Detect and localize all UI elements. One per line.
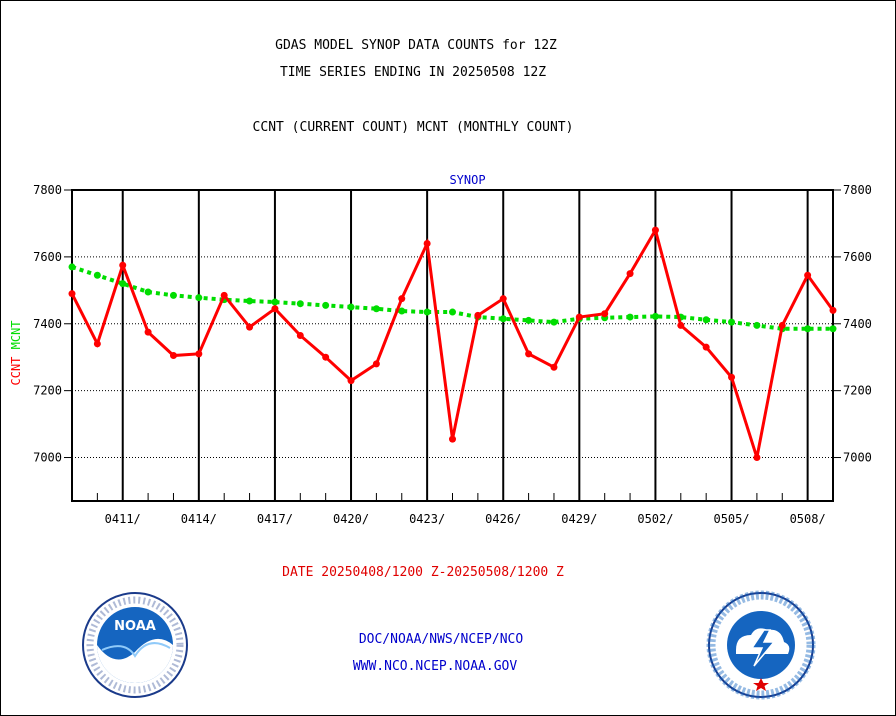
data-point-ccnt [68, 290, 76, 298]
y-tick-label-right: 7200 [843, 384, 872, 398]
data-point-ccnt [728, 373, 736, 381]
data-point-ccnt [195, 350, 203, 358]
data-point-ccnt [702, 343, 710, 351]
data-point-ccnt [804, 271, 812, 279]
footer-org: DOC/NOAA/NWS/NCEP/NCO [358, 632, 524, 647]
chart-subtitle: CCNT (CURRENT COUNT) MCNT (MONTHLY COUNT… [252, 120, 574, 135]
data-point-ccnt [550, 363, 558, 371]
y-tick-label-right: 7600 [843, 250, 872, 264]
x-tick-label: 0420/ [333, 512, 369, 526]
data-point-ccnt [575, 313, 583, 321]
footer-url[interactable]: WWW.NCO.NCEP.NOAA.GOV [352, 659, 518, 674]
data-point-mcnt [322, 301, 330, 309]
series-line-ccnt [72, 226, 833, 458]
data-point-mcnt [347, 303, 355, 311]
data-point-ccnt [778, 321, 786, 329]
data-point-mcnt [626, 313, 634, 321]
data-point-ccnt [601, 310, 609, 318]
data-point-mcnt [68, 263, 76, 271]
y-label-ccnt: CCNT [9, 349, 23, 385]
data-point-mcnt [144, 288, 152, 296]
data-point-ccnt [296, 331, 304, 339]
data-point-mcnt [195, 294, 203, 302]
data-point-ccnt [753, 454, 761, 462]
data-point-mcnt [728, 318, 736, 326]
date-range: DATE 20250408/1200 Z-20250508/1200 Z [282, 565, 564, 580]
data-point-ccnt [423, 240, 431, 248]
plot-area [71, 189, 834, 502]
x-tick-label: 0411/ [105, 512, 141, 526]
data-point-mcnt [246, 297, 254, 305]
y-tick-label-left: 7800 [33, 183, 62, 197]
data-point-ccnt [525, 350, 533, 358]
x-tick-label: 0414/ [181, 512, 217, 526]
y-tick-label-right: 7400 [843, 317, 872, 331]
data-point-mcnt [372, 305, 380, 313]
y-tick-label-left: 7200 [33, 384, 62, 398]
chart-title-line2: TIME SERIES ENDING IN 20250508 12Z [279, 65, 547, 80]
data-point-mcnt [398, 307, 406, 315]
nws-logo [706, 590, 816, 700]
y-tick-label-right: 7800 [843, 183, 872, 197]
x-tick-label: 0502/ [637, 512, 673, 526]
noaa-logo: NOAA [82, 592, 188, 698]
chart-title: GDAS MODEL SYNOP DATA COUNTS for 12Z [275, 38, 557, 53]
y-label-mcnt: MCNT [9, 320, 23, 349]
series-line-mcnt [72, 265, 833, 331]
x-tick-label: 0417/ [257, 512, 293, 526]
data-point-mcnt [753, 321, 761, 329]
data-point-ccnt [220, 291, 228, 299]
y-tick-label-left: 7000 [33, 451, 62, 465]
data-point-mcnt [119, 280, 127, 288]
data-point-mcnt [93, 271, 101, 279]
data-point-ccnt [119, 261, 127, 269]
data-point-ccnt [651, 226, 659, 234]
plot-title: SYNOP [449, 173, 485, 187]
x-tick-label: 0505/ [713, 512, 749, 526]
data-point-mcnt [296, 300, 304, 308]
data-point-ccnt [246, 323, 254, 331]
x-tick-label: 0423/ [409, 512, 445, 526]
x-tick-label: 0508/ [790, 512, 826, 526]
y-tick-label-left: 7400 [33, 317, 62, 331]
data-point-mcnt [702, 316, 710, 324]
svg-text:NOAA: NOAA [114, 619, 156, 634]
data-point-mcnt [550, 318, 558, 326]
data-point-ccnt [347, 377, 355, 385]
data-point-mcnt [449, 308, 456, 316]
data-point-ccnt [93, 340, 101, 348]
data-point-ccnt [322, 353, 330, 361]
data-point-mcnt [829, 325, 837, 333]
data-point-mcnt [169, 291, 177, 299]
data-point-ccnt [829, 306, 837, 314]
y-tick-label-left: 7600 [33, 250, 62, 264]
data-point-ccnt [271, 305, 279, 313]
data-point-ccnt [372, 360, 380, 368]
y-tick-label-right: 7000 [843, 451, 872, 465]
data-point-mcnt [499, 315, 507, 323]
y-axis-label: CCNT MCNT [9, 320, 23, 385]
data-point-mcnt [651, 312, 659, 320]
data-point-ccnt [677, 321, 685, 329]
data-point-mcnt [804, 325, 812, 333]
data-point-ccnt [398, 295, 406, 303]
data-point-ccnt [144, 328, 152, 336]
x-tick-label: 0429/ [561, 512, 597, 526]
x-tick-label: 0426/ [485, 512, 521, 526]
data-point-ccnt [449, 435, 456, 443]
data-point-mcnt [423, 308, 431, 316]
data-point-ccnt [474, 311, 482, 319]
data-point-ccnt [499, 295, 507, 303]
data-point-mcnt [271, 298, 279, 306]
data-point-ccnt [626, 270, 634, 278]
data-point-mcnt [525, 316, 533, 324]
data-point-ccnt [169, 352, 177, 360]
